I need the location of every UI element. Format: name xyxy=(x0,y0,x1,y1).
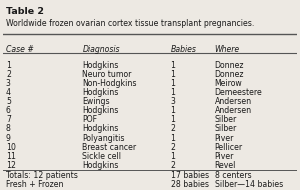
Text: 8 centers: 8 centers xyxy=(215,171,251,180)
Text: 17 babies: 17 babies xyxy=(171,171,209,180)
Text: 28 babies: 28 babies xyxy=(171,180,208,189)
Text: Donnez: Donnez xyxy=(215,70,244,79)
Text: 1: 1 xyxy=(171,134,176,142)
Text: 1: 1 xyxy=(171,79,176,88)
Text: 5: 5 xyxy=(6,97,11,106)
Text: 7: 7 xyxy=(6,115,11,124)
Text: POF: POF xyxy=(82,115,98,124)
Text: Hodgkins: Hodgkins xyxy=(82,61,119,70)
Text: Polyangitis: Polyangitis xyxy=(82,134,125,142)
Text: Pellicer: Pellicer xyxy=(215,143,243,152)
Text: Babies: Babies xyxy=(171,45,196,54)
Text: 1: 1 xyxy=(171,106,176,115)
Text: Totals: 12 patients: Totals: 12 patients xyxy=(6,171,78,180)
Text: Andersen: Andersen xyxy=(215,106,252,115)
Text: Hodgkins: Hodgkins xyxy=(82,106,119,115)
Text: 3: 3 xyxy=(171,97,176,106)
Text: Silber—14 babies: Silber—14 babies xyxy=(215,180,283,189)
Text: Piver: Piver xyxy=(215,134,234,142)
Text: 11: 11 xyxy=(6,152,16,161)
Text: 8: 8 xyxy=(6,124,11,133)
Text: 9: 9 xyxy=(6,134,11,142)
Text: 6: 6 xyxy=(6,106,11,115)
Text: Hodgkins: Hodgkins xyxy=(82,124,119,133)
Text: Silber: Silber xyxy=(215,124,237,133)
Text: 1: 1 xyxy=(171,115,176,124)
Text: 10: 10 xyxy=(6,143,16,152)
Text: Hodgkins: Hodgkins xyxy=(82,161,119,170)
Text: 3: 3 xyxy=(6,79,11,88)
Text: Hodgkins: Hodgkins xyxy=(82,88,119,97)
Text: Fresh + Frozen: Fresh + Frozen xyxy=(6,180,63,189)
Text: Meirow: Meirow xyxy=(215,79,242,88)
Text: 2: 2 xyxy=(6,70,11,79)
Text: 4: 4 xyxy=(6,88,11,97)
Text: Worldwide frozen ovarian cortex tissue transplant pregnancies.: Worldwide frozen ovarian cortex tissue t… xyxy=(6,19,254,28)
Text: Neuro tumor: Neuro tumor xyxy=(82,70,132,79)
Text: 12: 12 xyxy=(6,161,16,170)
Text: 2: 2 xyxy=(171,161,176,170)
Text: Donnez: Donnez xyxy=(215,61,244,70)
Text: Non-Hodgkins: Non-Hodgkins xyxy=(82,79,137,88)
Text: Sickle cell: Sickle cell xyxy=(82,152,122,161)
Text: 1: 1 xyxy=(171,70,176,79)
Text: 2: 2 xyxy=(171,124,176,133)
Text: 1: 1 xyxy=(171,88,176,97)
Text: Case #: Case # xyxy=(6,45,34,54)
Text: Table 2: Table 2 xyxy=(6,7,44,16)
Text: Silber: Silber xyxy=(215,115,237,124)
Text: 2: 2 xyxy=(171,143,176,152)
Text: Revel: Revel xyxy=(215,161,236,170)
Text: 1: 1 xyxy=(6,61,11,70)
Text: 1: 1 xyxy=(171,61,176,70)
Text: Ewings: Ewings xyxy=(82,97,110,106)
Text: Demeestere: Demeestere xyxy=(215,88,262,97)
Text: Diagnosis: Diagnosis xyxy=(82,45,120,54)
Text: Piver: Piver xyxy=(215,152,234,161)
Text: 1: 1 xyxy=(171,152,176,161)
Text: Andersen: Andersen xyxy=(215,97,252,106)
Text: Breast cancer: Breast cancer xyxy=(82,143,136,152)
Text: Where: Where xyxy=(215,45,240,54)
